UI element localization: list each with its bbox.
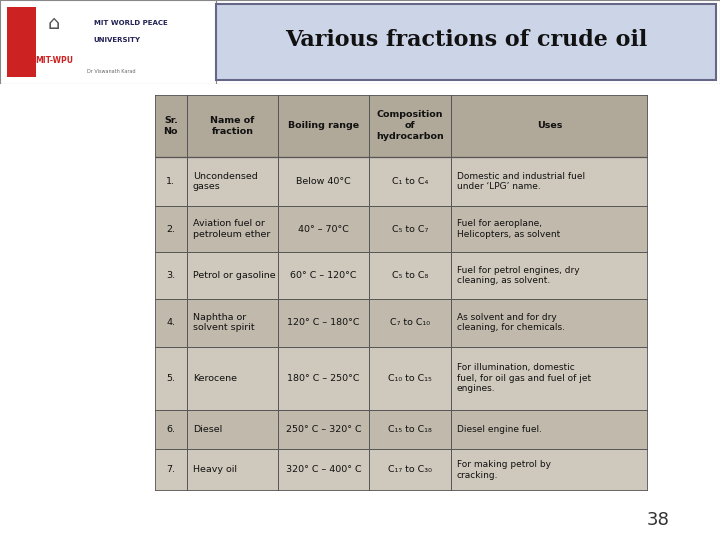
Text: Diesel: Diesel	[193, 425, 222, 434]
Text: 7.: 7.	[166, 465, 176, 475]
Text: 40° – 70°C: 40° – 70°C	[298, 225, 349, 234]
Text: 2.: 2.	[166, 225, 176, 234]
Text: MIT-WPU: MIT-WPU	[35, 56, 73, 65]
Text: C₁ to C₄: C₁ to C₄	[392, 177, 428, 186]
Bar	[216, 4, 716, 79]
Text: 6.: 6.	[166, 425, 176, 434]
Bar	[155, 299, 648, 347]
Text: MIT WORLD PEACE: MIT WORLD PEACE	[94, 21, 167, 26]
Text: C₁₅ to C₁₈: C₁₅ to C₁₈	[388, 425, 432, 434]
Bar	[155, 94, 648, 157]
Text: 60° C – 120°C: 60° C – 120°C	[290, 271, 357, 280]
Text: 180° C – 250°C: 180° C – 250°C	[287, 374, 360, 383]
Text: Composition
of
hydrocarbon: Composition of hydrocarbon	[376, 110, 444, 141]
Text: Uncondensed
gases: Uncondensed gases	[193, 172, 258, 191]
Text: C₇ to C₁₀: C₇ to C₁₀	[390, 318, 430, 327]
Text: Fuel for aeroplane,
Helicopters, as solvent: Fuel for aeroplane, Helicopters, as solv…	[456, 219, 560, 239]
Bar	[155, 410, 648, 449]
Text: Petrol or gasoline: Petrol or gasoline	[193, 271, 276, 280]
Text: 1.: 1.	[166, 177, 176, 186]
Text: 4.: 4.	[166, 318, 176, 327]
Bar	[155, 157, 648, 206]
Text: Domestic and industrial fuel
under ‘LPG’ name.: Domestic and industrial fuel under ‘LPG’…	[456, 172, 585, 191]
Bar	[155, 252, 648, 299]
Bar	[0, 0, 216, 84]
Text: For illumination, domestic
fuel, for oil gas and fuel of jet
engines.: For illumination, domestic fuel, for oil…	[456, 363, 591, 393]
Text: C₅ to C₇: C₅ to C₇	[392, 225, 428, 234]
Text: 250° C – 320° C: 250° C – 320° C	[286, 425, 361, 434]
Text: Boiling range: Boiling range	[288, 121, 359, 130]
Text: 120° C – 180°C: 120° C – 180°C	[287, 318, 360, 327]
Bar	[155, 206, 648, 252]
Text: C₅ to C₈: C₅ to C₈	[392, 271, 428, 280]
Text: Uses: Uses	[536, 121, 562, 130]
Text: Name of
fraction: Name of fraction	[210, 116, 255, 136]
Text: Naphtha or
solvent spirit: Naphtha or solvent spirit	[193, 313, 254, 332]
Bar	[155, 347, 648, 410]
Text: 38: 38	[647, 511, 670, 529]
Text: Fuel for petrol engines, dry
cleaning, as solvent.: Fuel for petrol engines, dry cleaning, a…	[456, 266, 580, 285]
Text: For making petrol by
cracking.: For making petrol by cracking.	[456, 460, 551, 480]
Text: As solvent and for dry
cleaning, for chemicals.: As solvent and for dry cleaning, for che…	[456, 313, 564, 332]
Text: Sr.
No: Sr. No	[163, 116, 178, 136]
Bar	[7, 6, 36, 77]
Text: 320° C – 400° C: 320° C – 400° C	[286, 465, 361, 475]
Text: Below 40°C: Below 40°C	[297, 177, 351, 186]
Text: Aviation fuel or
petroleum ether: Aviation fuel or petroleum ether	[193, 219, 270, 239]
Text: Diesel engine fuel.: Diesel engine fuel.	[456, 425, 541, 434]
Bar	[155, 449, 648, 491]
Text: UNIVERSITY: UNIVERSITY	[94, 37, 140, 43]
Text: C₁₀ to C₁₅: C₁₀ to C₁₅	[388, 374, 432, 383]
Text: Various fractions of crude oil: Various fractions of crude oil	[285, 29, 648, 51]
Text: ⌂: ⌂	[48, 14, 60, 33]
Text: 5.: 5.	[166, 374, 176, 383]
Text: C₁₇ to C₃₀: C₁₇ to C₃₀	[388, 465, 432, 475]
Text: Kerocene: Kerocene	[193, 374, 237, 383]
Text: 3.: 3.	[166, 271, 176, 280]
Text: Dr Viswanath Karad: Dr Viswanath Karad	[87, 69, 136, 73]
Text: Heavy oil: Heavy oil	[193, 465, 237, 475]
